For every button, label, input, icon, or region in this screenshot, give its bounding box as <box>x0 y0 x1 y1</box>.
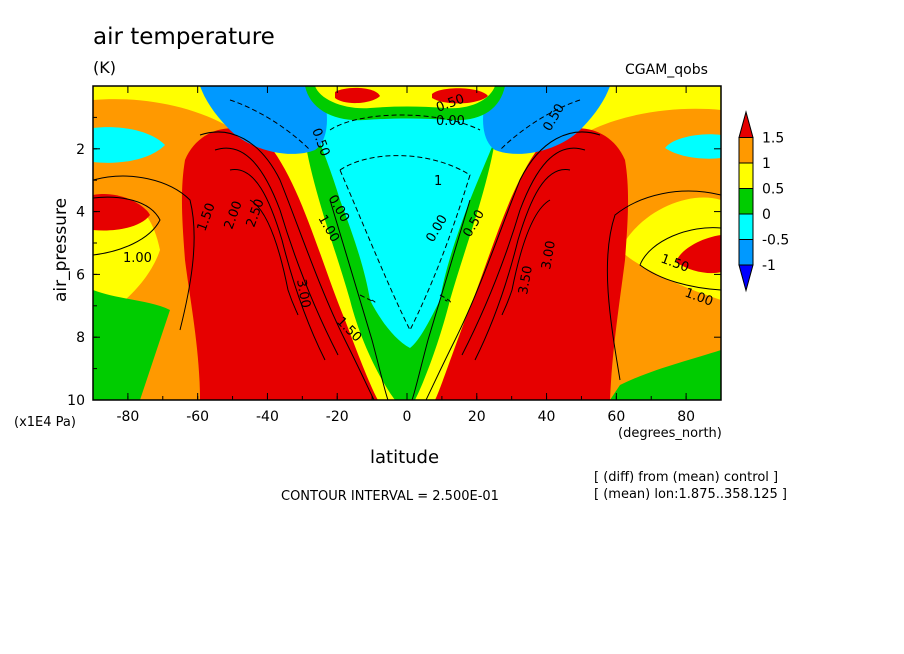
mean-note: [ (mean) lon:1.875..358.125 ] <box>594 487 787 502</box>
y-axis-units: (x1E4 Pa) <box>14 415 76 430</box>
colorbar-label: -0.5 <box>762 233 789 249</box>
x-axis-label: latitude <box>370 447 440 468</box>
contour-lines <box>93 131 721 400</box>
x-axis-ticks: -80 -60 -40 -20 0 20 40 60 80 <box>92 86 722 425</box>
jet-red-north <box>435 128 629 400</box>
x-axis-units: (degrees_north) <box>618 426 722 441</box>
chart-units: (K) <box>93 58 116 77</box>
colorbar-segment <box>738 239 754 266</box>
dataset-label: CGAM_qobs <box>625 62 708 78</box>
y-tick-label: 8 <box>76 330 85 346</box>
contour-label: 3.00 <box>293 278 313 309</box>
y-tick-label: 4 <box>76 205 85 221</box>
cyan-pocket-southwest <box>93 127 165 163</box>
top-red-cell-left <box>335 87 380 104</box>
cyan-pocket-northeast <box>665 134 721 159</box>
colorbar-segment <box>738 137 754 164</box>
colorbar-cap-top <box>738 110 754 138</box>
colorbar-cap-bottom <box>738 264 754 293</box>
y-tick-label: 6 <box>76 267 85 283</box>
contour-interval-label: CONTOUR INTERVAL = 2.500E-01 <box>281 489 499 504</box>
top-red-cell-right <box>432 88 488 104</box>
x-tick-label: -40 <box>256 409 279 425</box>
contour-label: 3.50 <box>516 265 536 296</box>
x-tick-label: -20 <box>326 409 349 425</box>
x-tick-label: 60 <box>607 409 625 425</box>
x-tick-label: 20 <box>468 409 486 425</box>
contour-label: 1 <box>434 174 442 189</box>
colorbar-label: 0.5 <box>762 182 784 198</box>
jet-red-south <box>181 128 378 400</box>
contour-label: 1.00 <box>123 251 152 266</box>
colorbar-label: 1.5 <box>762 131 784 147</box>
contour-field: 1.00 1.50 2.00 2.50 3.00 0.50 0.00 1.00 … <box>93 86 721 400</box>
colorbar: 1.5 1 0.5 0 -0.5 -1 <box>738 110 789 293</box>
colorbar-label: 1 <box>762 156 771 172</box>
y-tick-label: 2 <box>76 142 85 158</box>
corner-green-north <box>610 350 721 400</box>
x-tick-label: 80 <box>677 409 695 425</box>
y-tick-label: 10 <box>67 393 85 409</box>
x-tick-label: 0 <box>403 409 412 425</box>
chart-title: air temperature <box>93 24 275 50</box>
colorbar-label: 0 <box>762 207 771 223</box>
diff-note: [ (diff) from (mean) control ] <box>594 470 779 485</box>
colorbar-segment <box>738 188 754 215</box>
colorbar-segment <box>738 213 754 240</box>
corner-green-south <box>93 290 170 400</box>
colorbar-segment <box>738 162 754 189</box>
negative-contours <box>229 99 581 332</box>
max-red-southwest <box>93 194 150 231</box>
x-tick-label: -80 <box>116 409 139 425</box>
contour-label: 3.00 <box>539 240 559 271</box>
contour-label: 0.00 <box>436 114 465 129</box>
x-tick-label: -60 <box>186 409 209 425</box>
x-tick-label: 40 <box>538 409 556 425</box>
max-red-northeast <box>676 235 721 274</box>
trough-cyan <box>300 86 510 348</box>
y-axis-ticks: 2 4 6 8 10 <box>67 116 721 409</box>
colorbar-label: -1 <box>762 258 776 274</box>
